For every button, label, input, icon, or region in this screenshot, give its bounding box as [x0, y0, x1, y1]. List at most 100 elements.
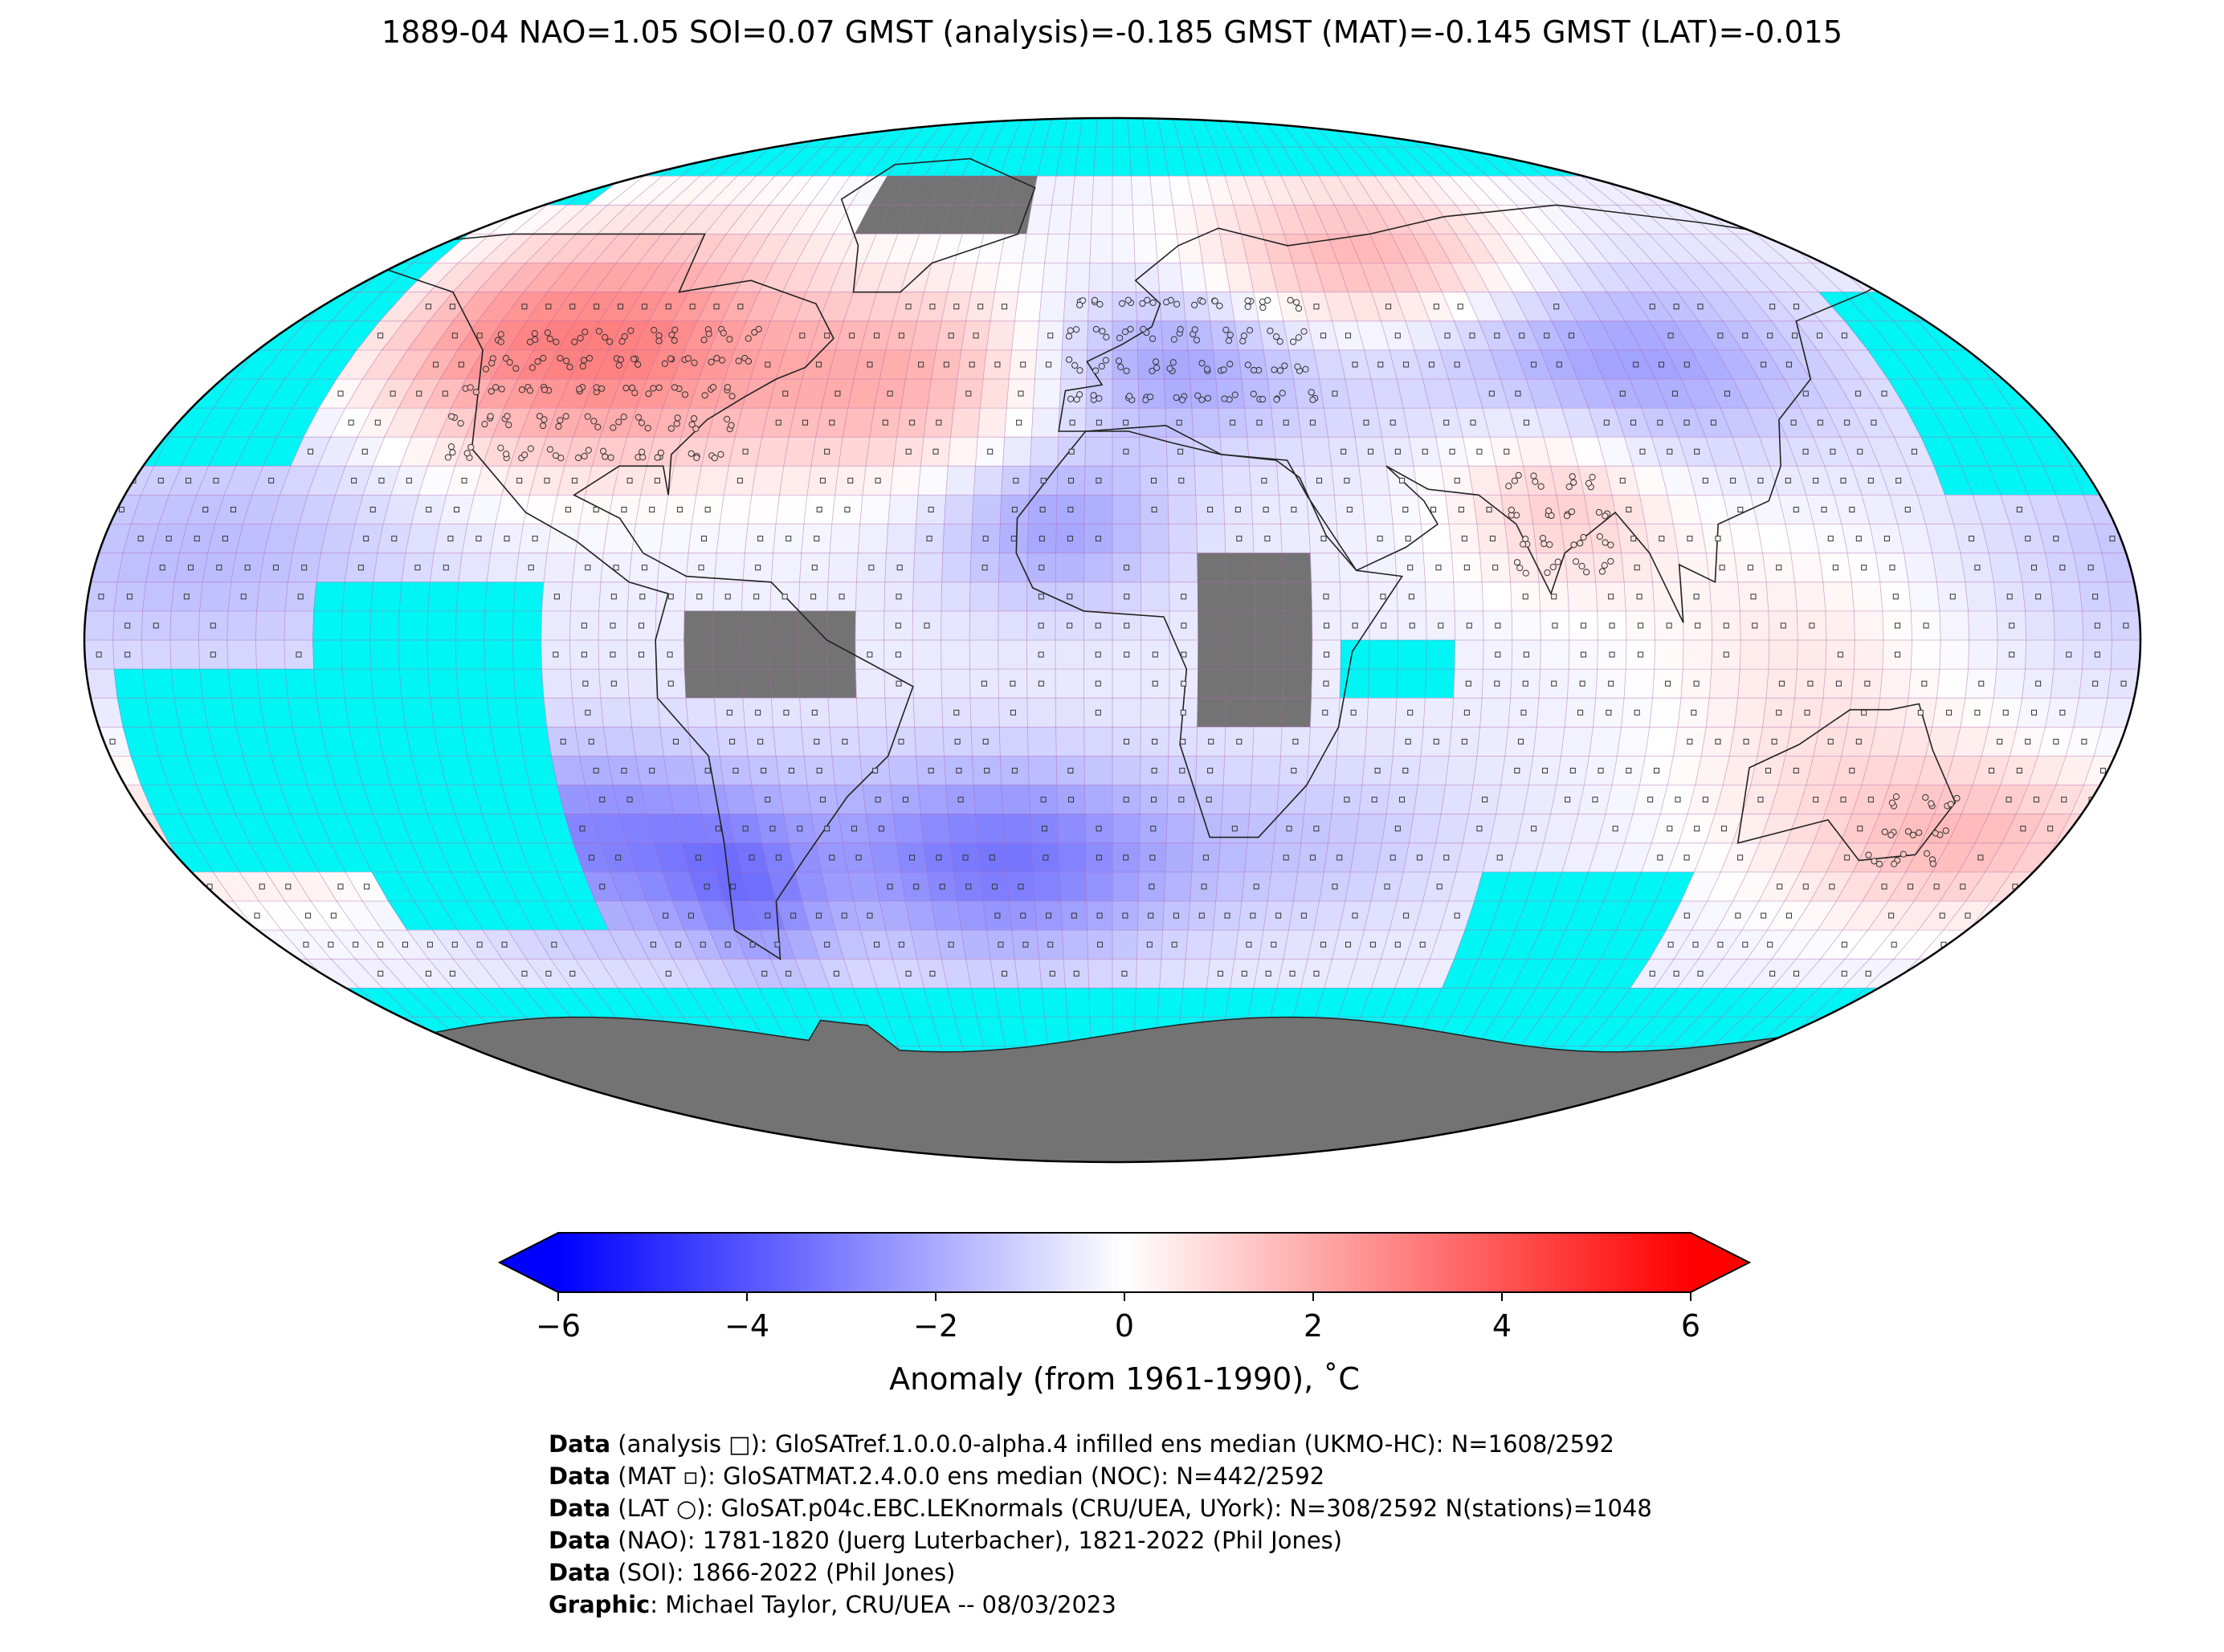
- marine-obs-marker: [1671, 390, 1678, 397]
- marine-obs-marker: [973, 332, 979, 339]
- grid-cell: [287, 988, 346, 1018]
- grid-cell: [426, 639, 457, 670]
- marine-obs-marker: [695, 855, 701, 861]
- marine-obs-marker: [1702, 477, 1708, 483]
- marine-obs-marker: [824, 941, 830, 948]
- marine-obs-marker: [1095, 651, 1101, 658]
- marine-obs-marker: [1855, 536, 1862, 542]
- longitude-line: [284, 118, 675, 1162]
- grid-cell: [1863, 1017, 1926, 1046]
- grid-cell: [857, 727, 888, 757]
- grid-cell: [586, 146, 652, 177]
- marine-obs-marker: [1320, 941, 1327, 948]
- marine-obs-marker: [783, 709, 790, 716]
- marine-obs-marker: [962, 855, 969, 861]
- marine-obs-marker: [774, 941, 781, 948]
- marine-obs-marker: [1780, 622, 1786, 629]
- grid-cell: [747, 495, 780, 524]
- grid-cell: [1504, 118, 1574, 148]
- marine-obs-marker: [124, 651, 131, 658]
- marine-obs-marker: [829, 419, 835, 426]
- marine-obs-marker: [1495, 651, 1501, 658]
- marine-obs-marker: [786, 970, 792, 977]
- land-station-marker: [655, 384, 663, 391]
- marine-obs-marker: [1544, 332, 1550, 339]
- marine-obs-marker: [1609, 651, 1615, 658]
- grid-cell: [485, 1075, 551, 1105]
- marine-obs-marker: [1436, 883, 1443, 890]
- grid-cell: [1565, 1132, 1642, 1162]
- marine-obs-marker: [797, 826, 803, 832]
- marine-obs-marker: [874, 332, 880, 339]
- land-station-marker: [1583, 569, 1590, 576]
- marine-obs-marker: [1683, 419, 1690, 426]
- land-station-marker: [492, 384, 500, 391]
- marine-obs-marker: [1757, 797, 1764, 803]
- marine-obs-marker: [1577, 709, 1584, 716]
- grid-cell: [1589, 146, 1658, 177]
- grid-cell: [769, 610, 799, 641]
- land-station-marker: [1589, 474, 1596, 481]
- marine-obs-marker: [593, 768, 599, 773]
- land-station-marker: [1076, 391, 1083, 398]
- grid-cell: [1304, 785, 1335, 814]
- marine-obs-marker: [1263, 507, 1269, 512]
- land-station-marker: [1267, 327, 1274, 335]
- marine-obs-marker: [1206, 797, 1212, 803]
- grid-cell: [1425, 668, 1455, 699]
- grid-cell: [1798, 205, 1864, 235]
- marine-obs-marker: [1461, 738, 1467, 744]
- grid-cell: [714, 553, 745, 583]
- grid-cell: [1443, 118, 1507, 148]
- marine-obs-marker: [1494, 332, 1500, 339]
- marine-obs-marker: [965, 390, 972, 397]
- marine-obs-marker: [1124, 622, 1130, 629]
- land-station-marker: [700, 337, 708, 344]
- grid-cell: [1825, 610, 1855, 641]
- land-station-marker: [1585, 479, 1593, 487]
- land-station-marker: [599, 447, 607, 455]
- marine-obs-marker: [594, 304, 600, 310]
- marine-obs-marker: [1407, 565, 1414, 571]
- marine-obs-marker: [254, 912, 260, 919]
- marine-obs-marker: [755, 565, 761, 571]
- land-station-marker: [635, 361, 642, 368]
- grid-cell: [1606, 146, 1676, 177]
- land-station-marker: [580, 357, 588, 364]
- marine-obs-marker: [1067, 507, 1074, 512]
- grid-cell: [1168, 524, 1198, 553]
- grid-cell: [341, 668, 374, 699]
- marine-obs-marker: [2009, 622, 2015, 629]
- marine-obs-marker: [1151, 768, 1157, 773]
- credit-line: Data (NAO): 1781-1820 (Juerg Luterbacher…: [549, 1524, 1652, 1556]
- marine-obs-marker: [272, 565, 279, 571]
- grid-cell: [628, 697, 661, 728]
- grid-cell: [1734, 697, 1767, 728]
- marine-obs-marker: [724, 593, 731, 600]
- land-station-marker: [1259, 304, 1267, 312]
- grid-cell: [1083, 727, 1113, 757]
- land-station-marker: [582, 328, 589, 336]
- grid-cell: [549, 1103, 618, 1134]
- marine-obs-marker: [1067, 622, 1073, 629]
- marine-obs-marker: [357, 565, 364, 571]
- grid-cell: [1532, 727, 1565, 757]
- marine-obs-marker: [1841, 332, 1847, 339]
- grid-cell: [651, 1132, 720, 1162]
- grid-cell: [1061, 929, 1088, 960]
- grid-cell: [1481, 581, 1512, 612]
- coastline: [1736, 703, 1957, 862]
- land-station-marker: [1117, 363, 1124, 371]
- grid-cell: [1429, 1132, 1489, 1162]
- marine-obs-marker: [1264, 536, 1271, 542]
- grid-cell: [1757, 524, 1792, 553]
- grid-cell: [199, 581, 232, 612]
- longitude-line: [1399, 118, 1656, 1162]
- grid-cell: [1069, 205, 1093, 235]
- land-station-marker: [1173, 394, 1180, 402]
- grid-cell: [1350, 842, 1382, 873]
- marine-obs-marker: [1241, 970, 1247, 977]
- grid-cell: [1737, 668, 1769, 699]
- grid-cell: [718, 118, 781, 148]
- grid-cell: [1159, 958, 1186, 989]
